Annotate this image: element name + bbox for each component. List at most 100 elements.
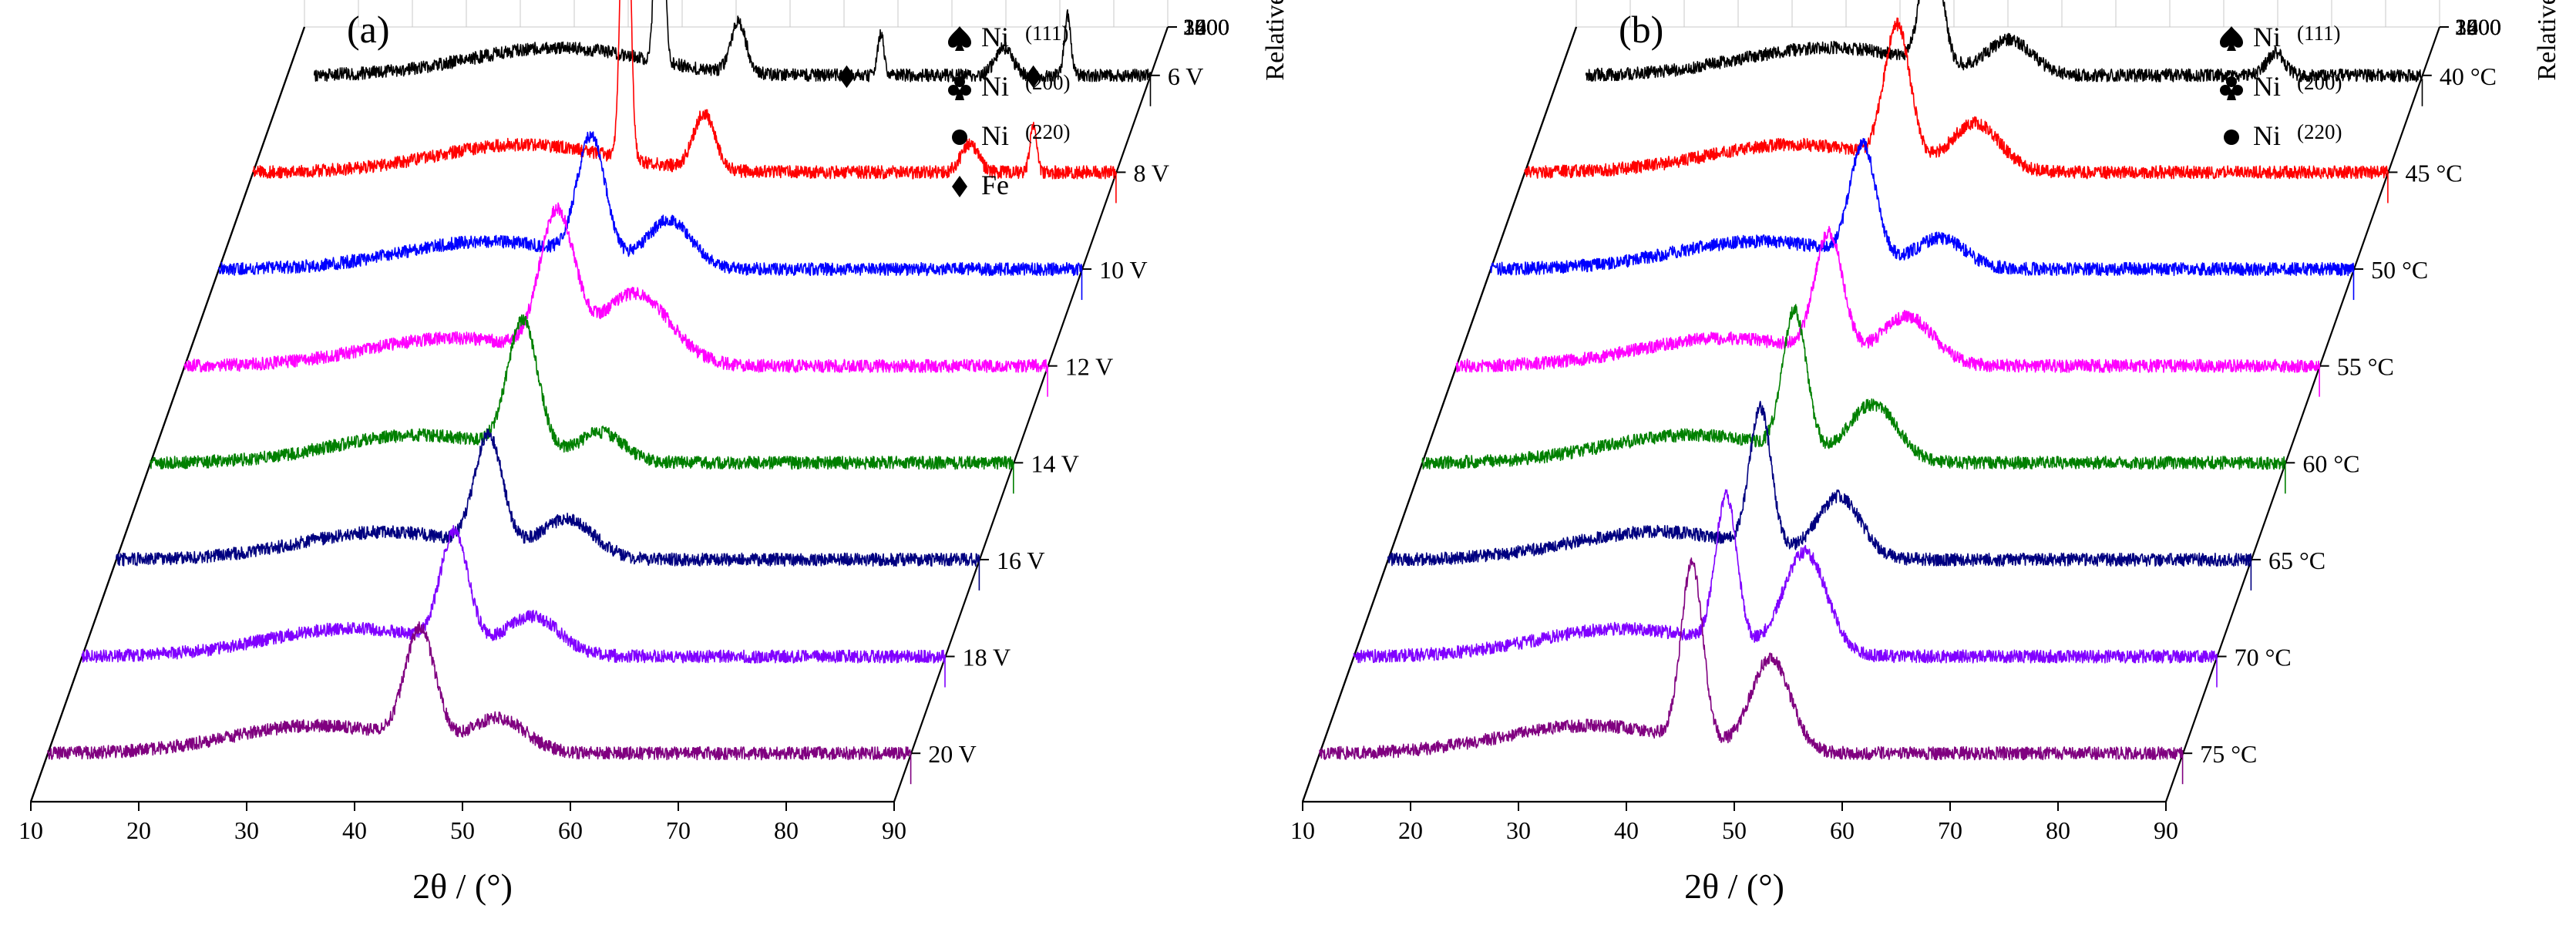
x-axis-ticks: 10 20 30 40 50 60 70 80 90 bbox=[1290, 802, 2178, 844]
side-wall-top-edge bbox=[29, 26, 306, 802]
panel-label: (b) bbox=[1619, 8, 1663, 51]
z-tick-label: 1200 bbox=[1183, 15, 1229, 40]
series-axis-label: 50 °C bbox=[2371, 256, 2428, 284]
series-axis-label: 18 V bbox=[963, 644, 1011, 671]
legend-label: Ni bbox=[981, 120, 1009, 151]
series-axis-label: 45 °C bbox=[2405, 159, 2462, 187]
x-axis-title: 2θ / (°) bbox=[1684, 866, 1784, 906]
x-tick-label: 50 bbox=[1722, 816, 1747, 844]
diamond-marker-icon bbox=[1025, 65, 1042, 89]
x-tick-label: 10 bbox=[18, 816, 43, 844]
series-axis-label: 60 °C bbox=[2302, 449, 2359, 477]
x-tick-label: 10 bbox=[1290, 816, 1315, 844]
legend-label: Fe bbox=[981, 170, 1009, 200]
series-line bbox=[116, 429, 980, 567]
dot-legend-icon bbox=[2224, 130, 2239, 145]
series-axis-label: 16 V bbox=[997, 547, 1045, 574]
x-tick-label: 40 bbox=[342, 816, 367, 844]
series-line bbox=[1455, 225, 2320, 373]
x-tick-label: 60 bbox=[1830, 816, 1855, 844]
x-tick-label: 80 bbox=[774, 816, 799, 844]
x-tick-label: 70 bbox=[666, 816, 691, 844]
series-axis-label: 8 V bbox=[1133, 159, 1169, 187]
traces bbox=[1319, 0, 2423, 785]
legend: Ni (111) Ni (200) Ni (220) Fe bbox=[948, 22, 1070, 200]
traces bbox=[47, 0, 1152, 785]
panel-a: 10 20 30 40 50 60 70 80 90 2θ / (°) 12001800240030… bbox=[18, 0, 1290, 906]
depth-axis-right bbox=[2164, 26, 2441, 802]
series-line bbox=[183, 202, 1048, 373]
series-line bbox=[1319, 557, 2184, 761]
x-tick-label: 50 bbox=[450, 816, 475, 844]
z-axis-title: Relative intensity (a.u.) bbox=[1261, 0, 1290, 81]
series-line bbox=[1524, 17, 2389, 180]
series-axis-label: 10 V bbox=[1099, 256, 1148, 284]
series-axis-label: 20 V bbox=[928, 740, 977, 768]
series-line bbox=[1353, 489, 2218, 664]
legend-label: Ni bbox=[2253, 71, 2281, 102]
x-tick-label: 30 bbox=[234, 816, 259, 844]
legend: Ni (111) Ni (200) Ni (220) bbox=[2220, 22, 2342, 151]
z-tick-label: 3600 bbox=[1183, 15, 1229, 40]
axes-frame bbox=[1301, 26, 2441, 803]
series-axis-label: 14 V bbox=[1031, 449, 1079, 477]
legend-label-sup: (220) bbox=[1025, 120, 1070, 143]
series-line bbox=[150, 314, 1014, 470]
club-legend-icon bbox=[2220, 76, 2243, 100]
x-tick-label: 70 bbox=[1938, 816, 1962, 844]
z-tick-label: 3000 bbox=[2455, 15, 2501, 40]
spade-legend-icon bbox=[948, 26, 971, 51]
x-tick-label: 40 bbox=[1614, 816, 1639, 844]
series-line bbox=[82, 524, 946, 664]
diamond-marker-icon bbox=[838, 65, 855, 89]
series-line bbox=[314, 0, 1151, 82]
legend-label: Ni bbox=[2253, 22, 2281, 52]
z-tick-label: 1200 bbox=[2455, 15, 2501, 40]
series-line bbox=[218, 131, 1083, 277]
x-tick-label: 90 bbox=[2154, 816, 2178, 844]
series-axis-labels: 6 V 8 V 10 V 12 V 14 V 16 V 18 V 20 V bbox=[911, 62, 1203, 768]
legend-label: Ni bbox=[981, 71, 1009, 102]
legend-label-sup: (220) bbox=[2297, 120, 2342, 143]
z-tick-label: 3000 bbox=[1183, 15, 1229, 40]
series-axis-label: 65 °C bbox=[2268, 547, 2325, 574]
series-line bbox=[1490, 137, 2355, 277]
panel-label: (a) bbox=[347, 8, 390, 51]
z-axis-title: Relative intensity (a.u.) bbox=[2533, 0, 2561, 81]
legend-label-sup: (111) bbox=[1025, 22, 1068, 45]
peak-markers bbox=[838, 65, 1042, 89]
series-axis-label: 55 °C bbox=[2337, 353, 2394, 381]
legend-label: Ni bbox=[981, 22, 1009, 52]
series-axis-labels: 40 °C 45 °C 50 °C 55 °C 60 °C 65 °C 70 °C 75 °C bbox=[2183, 62, 2497, 768]
series-line bbox=[252, 0, 1117, 180]
series-line bbox=[47, 621, 912, 761]
spade-legend-icon bbox=[2220, 26, 2243, 51]
x-tick-label: 30 bbox=[1506, 816, 1531, 844]
club-legend-icon bbox=[948, 76, 971, 100]
x-tick-label: 20 bbox=[1398, 816, 1423, 844]
x-tick-label: 90 bbox=[882, 816, 906, 844]
series-line bbox=[1387, 400, 2252, 567]
series-axis-label: 70 °C bbox=[2235, 644, 2292, 671]
legend-label-sup: (111) bbox=[2297, 22, 2340, 45]
series-line bbox=[1586, 0, 2423, 82]
dot-legend-icon bbox=[952, 130, 967, 145]
panel-b: 10 20 30 40 50 60 70 80 90 2θ / (°) 12001800240030… bbox=[1290, 0, 2561, 906]
diamond-legend-icon bbox=[952, 176, 967, 197]
z-tick-label: 1800 bbox=[2455, 15, 2501, 40]
depth-axis-right bbox=[893, 26, 1169, 802]
x-tick-label: 20 bbox=[126, 816, 151, 844]
z-tick-label: 1800 bbox=[1183, 15, 1229, 40]
series-axis-label: 40 °C bbox=[2440, 62, 2497, 90]
series-axis-label: 6 V bbox=[1168, 62, 1204, 90]
legend-label-sup: (200) bbox=[1025, 71, 1070, 94]
z-tick-label: 2400 bbox=[1183, 15, 1229, 40]
legend-label-sup: (200) bbox=[2297, 71, 2342, 94]
z-tick-label: 3600 bbox=[2455, 15, 2501, 40]
z-tick-label: 2400 bbox=[2455, 15, 2501, 40]
x-tick-label: 60 bbox=[558, 816, 583, 844]
x-axis-ticks: 10 20 30 40 50 60 70 80 90 bbox=[18, 802, 906, 844]
